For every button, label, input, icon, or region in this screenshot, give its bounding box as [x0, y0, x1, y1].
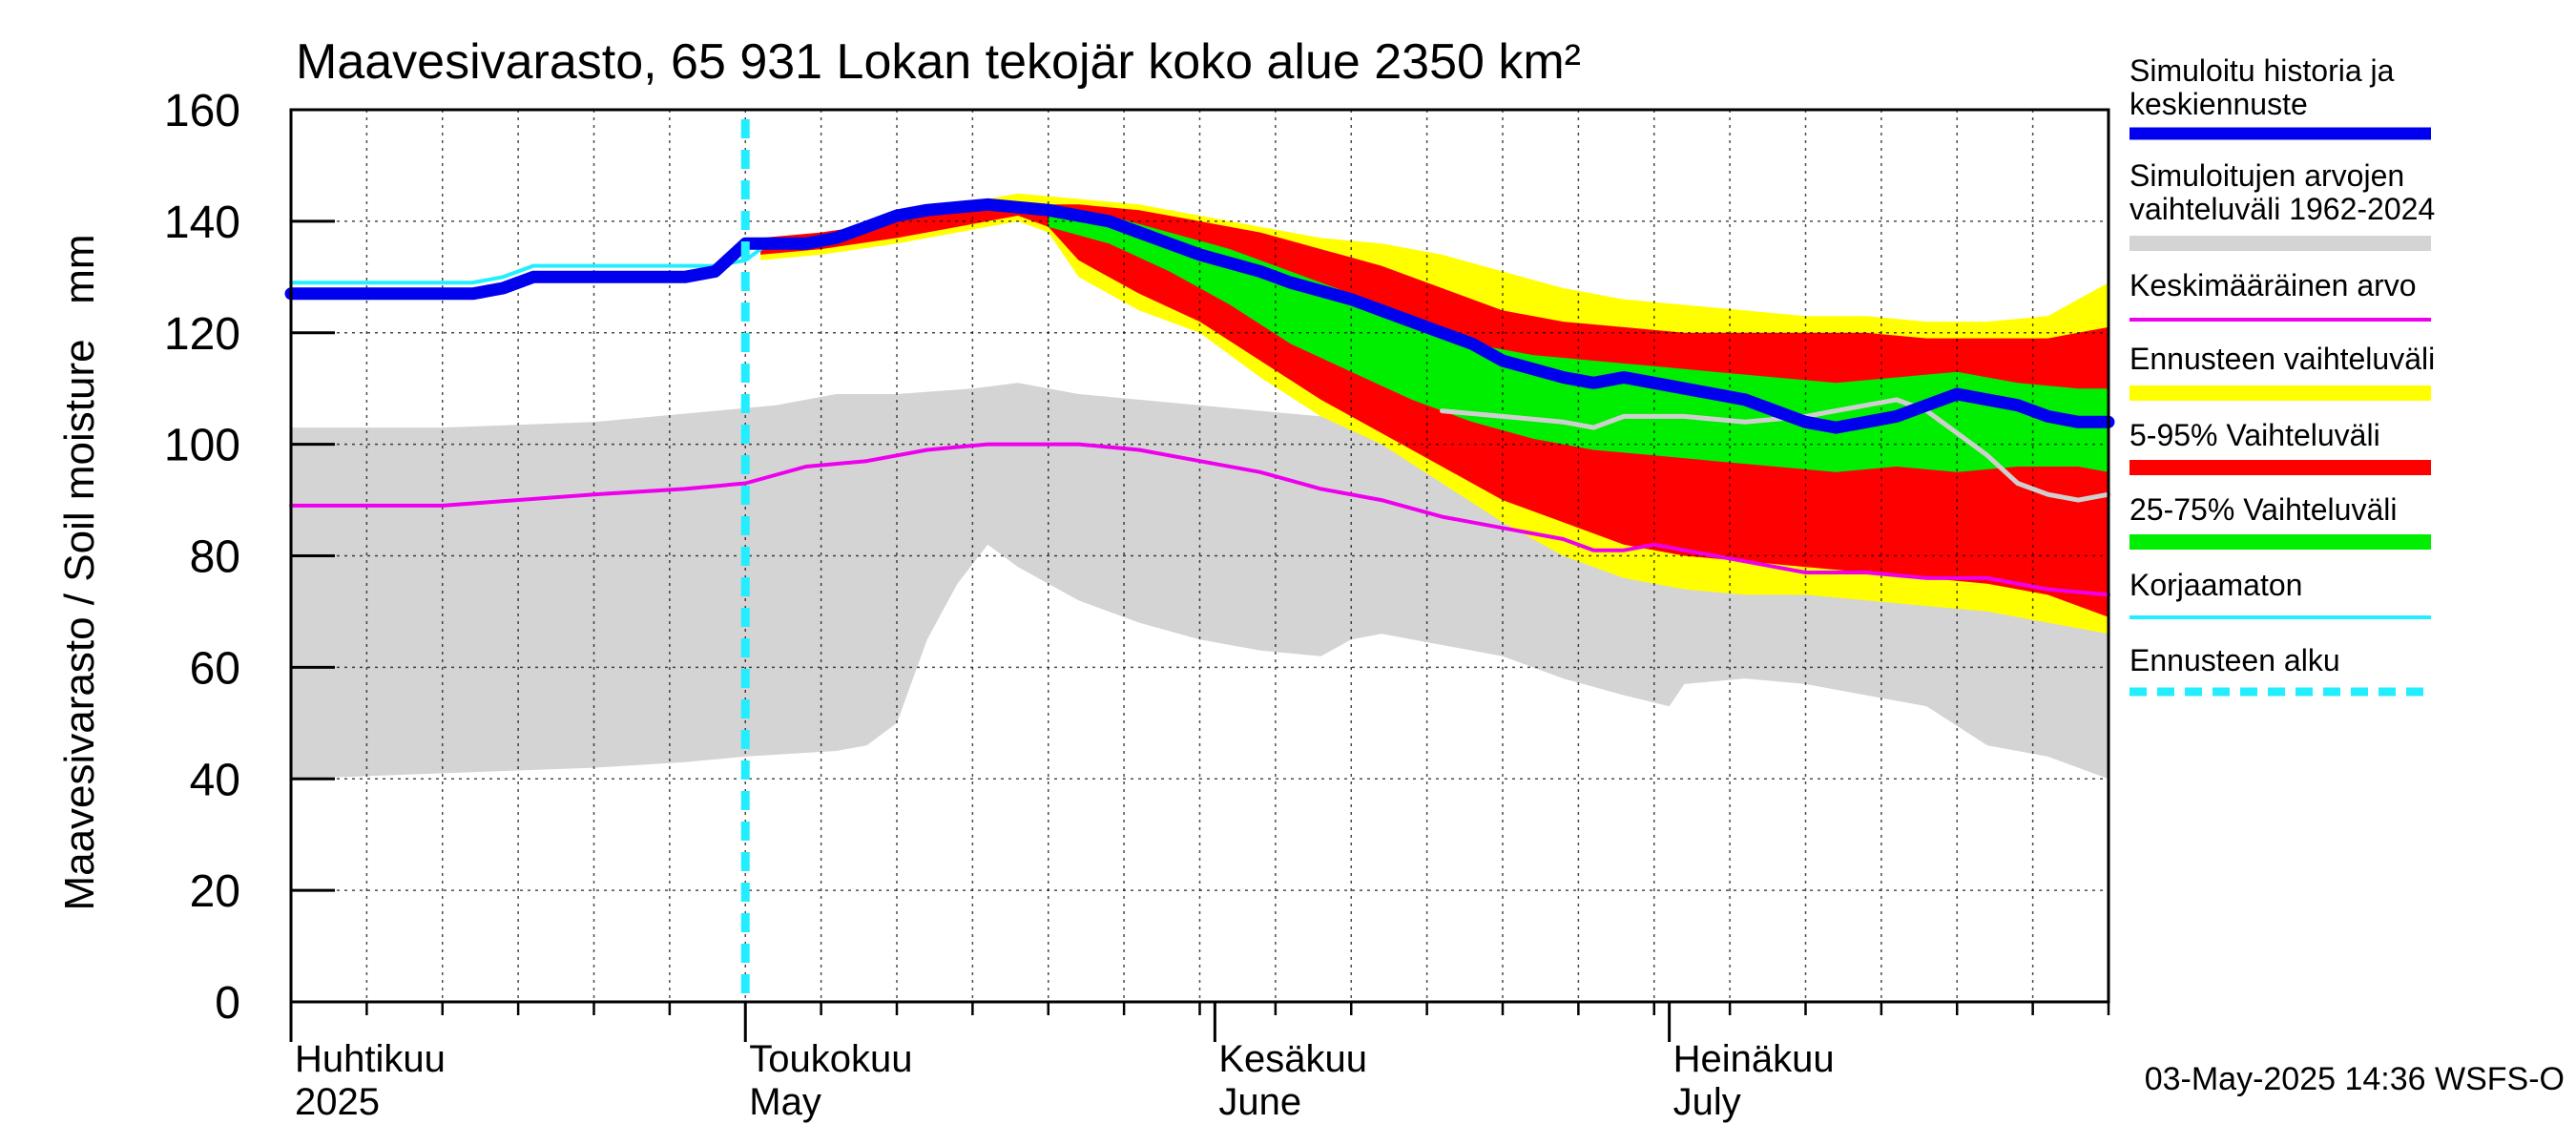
month-label-en: June	[1218, 1081, 1301, 1123]
series-median	[284, 198, 2115, 434]
month-label-fi: Heinäkuu	[1673, 1038, 1835, 1080]
y-tick-label: 160	[164, 86, 240, 136]
y-tick-labels: 0 20 40 60 80 100 120 140 160	[164, 86, 240, 1029]
legend-swatch	[2129, 236, 2431, 251]
legend-label-line2: keskiennuste	[2129, 87, 2308, 121]
y-axis-label: Maavesivarasto / Soil moisture mm	[56, 234, 103, 910]
legend-swatch	[2129, 460, 2431, 475]
month-label-en: 2025	[295, 1081, 380, 1123]
legend-label: Simuloitujen arvojen	[2129, 158, 2404, 193]
legend-label: Keskimääräinen arvo	[2129, 268, 2417, 302]
legend-label: 25-75% Vaihteluväli	[2129, 492, 2397, 527]
y-tick-label: 40	[190, 755, 240, 805]
band-25-75	[1048, 210, 2109, 472]
y-tick-label: 60	[190, 643, 240, 694]
y-tick-label: 140	[164, 198, 240, 248]
legend-swatch	[2129, 534, 2431, 550]
series-simulated-history	[1440, 397, 2111, 503]
legend-label: Ennusteen alku	[2129, 643, 2340, 677]
y-tick-label: 80	[190, 532, 240, 583]
series-mean	[289, 442, 2110, 597]
month-label-fi: Toukokuu	[749, 1038, 912, 1080]
month-label-en: May	[749, 1081, 821, 1123]
y-tick-label: 120	[164, 309, 240, 360]
y-tick-label: 0	[215, 978, 240, 1029]
chart-title: Maavesivarasto, 65 931 Lokan tekojär kok…	[296, 34, 1581, 90]
legend-label: Ennusteen vaihteluväli	[2129, 342, 2435, 376]
axes-layer	[289, 108, 2110, 1042]
month-label-en: July	[1673, 1081, 1741, 1123]
legend-label-line2: vaihteluväli 1962-2024	[2129, 192, 2435, 226]
band-5-95	[760, 204, 2109, 617]
y-tick-label: 20	[190, 866, 240, 917]
month-label-fi: Kesäkuu	[1218, 1038, 1367, 1080]
legend-label: 5-95% Vaihteluväli	[2129, 418, 2380, 452]
legend-label: Simuloitu historia ja	[2129, 53, 2395, 88]
month-label-fi: Huhtikuu	[295, 1038, 446, 1080]
legend-swatch	[2129, 385, 2431, 401]
lines-layer	[284, 119, 2115, 1002]
y-tick-label: 100	[164, 421, 240, 471]
legend-label: Korjaamaton	[2129, 568, 2302, 602]
timestamp: 03-May-2025 14:36 WSFS-O	[2145, 1061, 2565, 1097]
grid-layer	[290, 110, 2109, 1002]
